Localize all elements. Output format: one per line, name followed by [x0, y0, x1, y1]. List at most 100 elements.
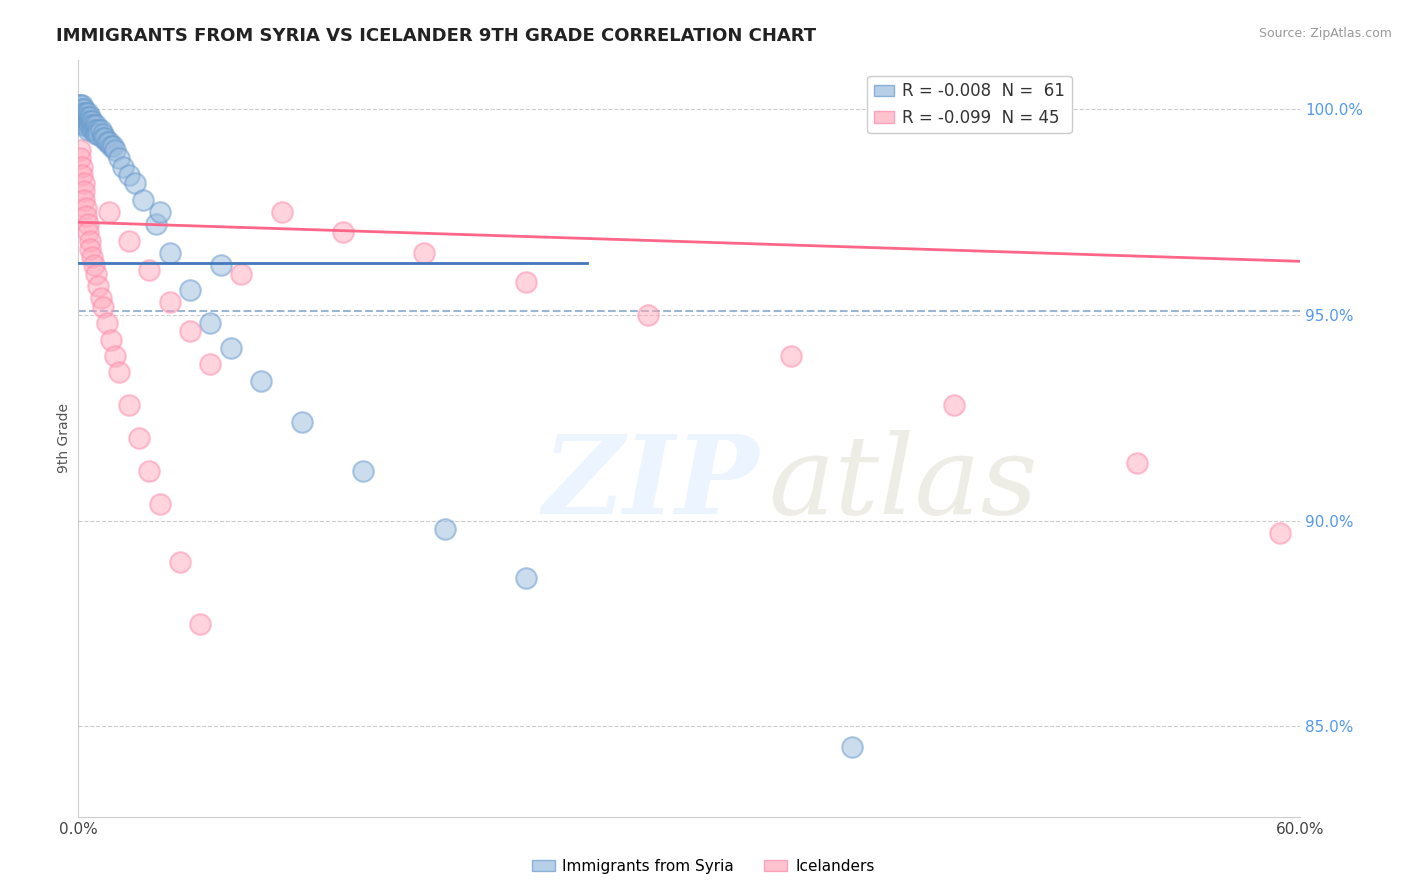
Point	[69, 152, 91, 166]
Point	[101, 139, 124, 153]
Point	[96, 135, 118, 149]
Point	[82, 122, 104, 136]
Point	[89, 122, 111, 136]
Point	[841, 739, 863, 754]
Point	[433, 522, 456, 536]
Y-axis label: 9th Grade: 9th Grade	[58, 403, 72, 474]
Point	[87, 279, 110, 293]
Point	[145, 217, 167, 231]
Point	[138, 262, 160, 277]
Point	[77, 114, 100, 128]
Point	[77, 110, 100, 124]
Point	[73, 102, 96, 116]
Point	[219, 341, 242, 355]
Point	[89, 291, 111, 305]
Point	[104, 349, 127, 363]
Point	[270, 205, 292, 219]
Point	[91, 300, 114, 314]
Text: Source: ZipAtlas.com: Source: ZipAtlas.com	[1258, 27, 1392, 40]
Point	[515, 571, 537, 585]
Point	[70, 98, 93, 112]
Point	[100, 139, 122, 153]
Legend: Immigrants from Syria, Icelanders: Immigrants from Syria, Icelanders	[526, 853, 880, 880]
Point	[118, 398, 141, 412]
Point	[77, 106, 100, 120]
Point	[108, 366, 131, 380]
Point	[149, 205, 172, 219]
Point	[1126, 456, 1149, 470]
Point	[188, 616, 211, 631]
Point	[780, 349, 803, 363]
Point	[75, 119, 97, 133]
Point	[70, 160, 93, 174]
Point	[637, 308, 659, 322]
Point	[77, 119, 100, 133]
Point	[159, 246, 181, 260]
Point	[86, 127, 108, 141]
Point	[179, 283, 201, 297]
Point	[77, 122, 100, 136]
Point	[79, 110, 101, 124]
Point	[200, 357, 222, 371]
Point	[250, 374, 273, 388]
Point	[111, 160, 134, 174]
Point	[291, 415, 314, 429]
Point	[87, 122, 110, 136]
Point	[69, 98, 91, 112]
Point	[104, 143, 127, 157]
Point	[97, 135, 120, 149]
Point	[75, 106, 97, 120]
Point	[75, 114, 97, 128]
Point	[332, 226, 354, 240]
Point	[77, 226, 100, 240]
Point	[73, 176, 96, 190]
Point	[79, 114, 101, 128]
Point	[149, 497, 172, 511]
Point	[1268, 526, 1291, 541]
Point	[69, 106, 91, 120]
Point	[70, 102, 93, 116]
Point	[73, 106, 96, 120]
Point	[93, 130, 115, 145]
Legend: R = -0.008  N =  61, R = -0.099  N = 45: R = -0.008 N = 61, R = -0.099 N = 45	[868, 76, 1071, 133]
Point	[132, 193, 155, 207]
Point	[83, 122, 105, 136]
Point	[128, 431, 150, 445]
Point	[91, 130, 114, 145]
Point	[118, 234, 141, 248]
Point	[73, 193, 96, 207]
Point	[97, 205, 120, 219]
Point	[100, 333, 122, 347]
Point	[96, 316, 118, 330]
Point	[70, 168, 93, 182]
Point	[75, 110, 97, 124]
Text: atlas: atlas	[769, 430, 1038, 538]
Point	[73, 114, 96, 128]
Point	[82, 114, 104, 128]
Point	[82, 119, 104, 133]
Point	[79, 234, 101, 248]
Point	[73, 119, 96, 133]
Point	[229, 267, 252, 281]
Text: IMMIGRANTS FROM SYRIA VS ICELANDER 9TH GRADE CORRELATION CHART: IMMIGRANTS FROM SYRIA VS ICELANDER 9TH G…	[56, 27, 817, 45]
Point	[79, 242, 101, 256]
Point	[73, 110, 96, 124]
Point	[169, 555, 191, 569]
Point	[91, 127, 114, 141]
Point	[108, 152, 131, 166]
Point	[70, 110, 93, 124]
Point	[942, 398, 965, 412]
Point	[69, 143, 91, 157]
Point	[413, 246, 436, 260]
Point	[83, 259, 105, 273]
Point	[138, 464, 160, 478]
Point	[79, 119, 101, 133]
Point	[209, 259, 232, 273]
Point	[82, 250, 104, 264]
Point	[75, 209, 97, 223]
Point	[200, 316, 222, 330]
Point	[118, 168, 141, 182]
Point	[70, 106, 93, 120]
Point	[179, 324, 201, 338]
Point	[124, 176, 146, 190]
